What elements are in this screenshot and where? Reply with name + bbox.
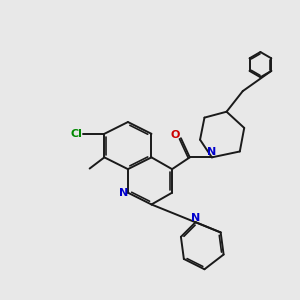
Text: N: N	[119, 188, 128, 198]
Text: N: N	[191, 213, 200, 223]
Text: N: N	[207, 147, 217, 158]
Text: Cl: Cl	[71, 129, 82, 139]
Text: O: O	[171, 130, 180, 140]
